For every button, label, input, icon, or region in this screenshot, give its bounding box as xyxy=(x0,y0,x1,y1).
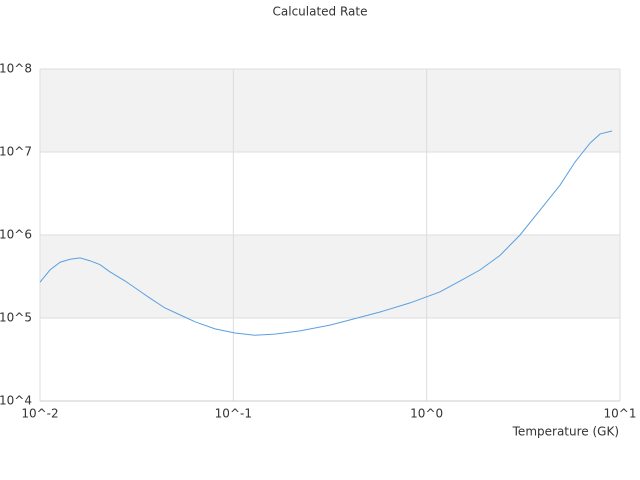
y-tick-label: 10^8 xyxy=(0,62,32,76)
grid-band xyxy=(40,235,620,318)
y-tick-label: 10^6 xyxy=(0,228,32,242)
x-tick-label: 10^-1 xyxy=(215,407,252,421)
y-tick-label: 10^4 xyxy=(0,394,32,408)
line-series xyxy=(39,130,613,336)
x-tick-label: 10^0 xyxy=(410,407,443,421)
x-axis-title: Temperature (GK) xyxy=(512,425,619,439)
grid-band xyxy=(40,69,620,152)
chart-title: Calculated Rate xyxy=(273,5,368,19)
x-tick-label: 10^1 xyxy=(604,407,637,421)
y-tick-label: 10^7 xyxy=(0,145,32,159)
y-tick-label: 10^5 xyxy=(0,311,32,325)
x-tick-label: 10^-2 xyxy=(21,407,58,421)
